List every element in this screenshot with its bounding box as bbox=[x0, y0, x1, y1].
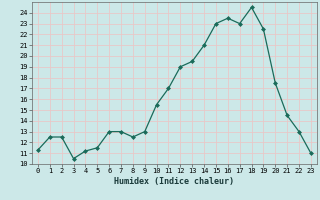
X-axis label: Humidex (Indice chaleur): Humidex (Indice chaleur) bbox=[115, 177, 234, 186]
